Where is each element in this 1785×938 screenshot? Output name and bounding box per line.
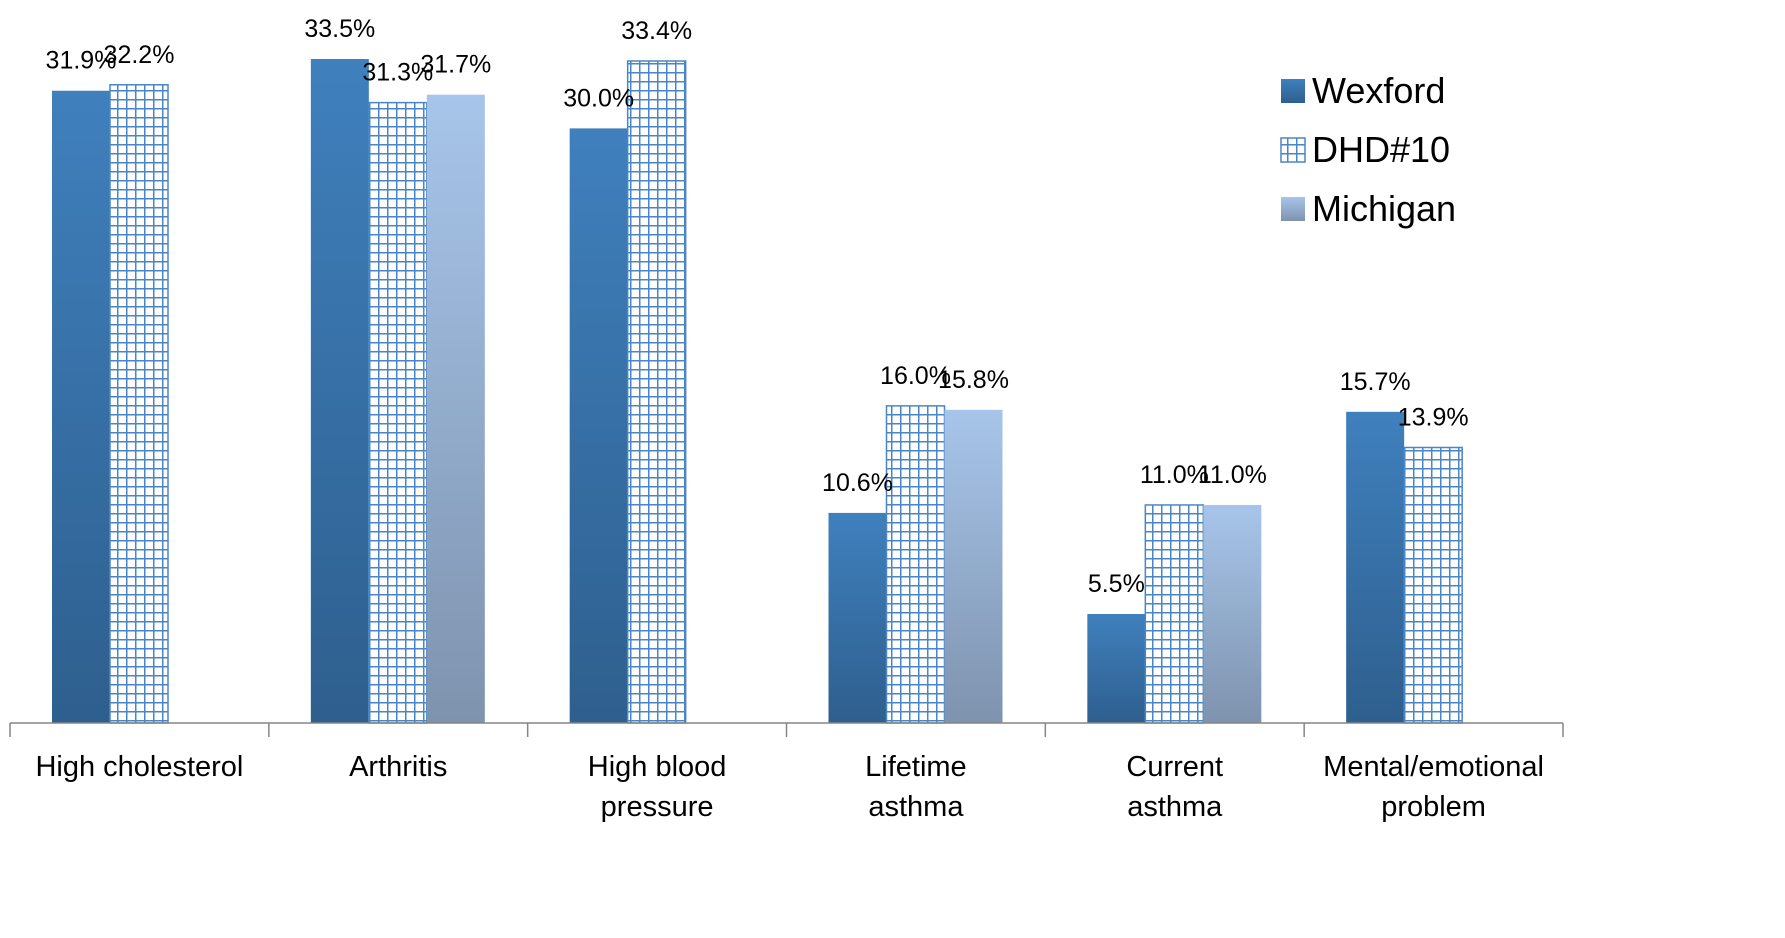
bar	[828, 512, 887, 723]
bar	[1203, 504, 1262, 723]
legend-swatch	[1281, 197, 1305, 221]
value-labels-group: 31.9%32.2% 33.5% 31.3%31.7% 30.0% 33.4% 10.6%…	[46, 15, 1469, 598]
bar	[426, 94, 485, 723]
bar	[1144, 504, 1205, 724]
data-label: 31.7%	[420, 51, 491, 79]
bar	[1403, 446, 1463, 724]
data-label: 5.5%	[1088, 570, 1145, 598]
data-label: 16.0%	[880, 362, 951, 390]
data-label: 31.9%	[46, 47, 117, 75]
data-label: 33.5%	[304, 15, 375, 43]
bar	[52, 90, 110, 723]
data-label: 10.6%	[822, 469, 893, 497]
category-label: Current asthma	[1126, 751, 1223, 823]
category-label: Arthritis	[349, 751, 447, 783]
data-label: 32.2%	[104, 41, 175, 69]
bars-group	[52, 59, 1463, 724]
legend-label: Wexford	[1312, 70, 1445, 111]
data-label: 33.4%	[621, 17, 692, 45]
bar	[885, 405, 946, 724]
legend-label: Michigan	[1312, 188, 1456, 229]
legend-swatch	[1280, 137, 1306, 163]
bar	[1346, 411, 1405, 723]
data-label: 13.9%	[1398, 403, 1469, 431]
bar	[1087, 613, 1146, 723]
legend: Wexford DHD#10 Michigan	[1280, 70, 1456, 229]
bar	[626, 60, 687, 724]
bar	[569, 128, 628, 723]
data-label: 31.3%	[362, 59, 433, 87]
bar	[368, 101, 428, 724]
data-label: 30.0%	[563, 84, 634, 112]
legend-swatch	[1281, 79, 1305, 103]
data-label: 15.7%	[1340, 368, 1411, 396]
bar	[109, 84, 169, 724]
legend-label: DHD#10	[1312, 129, 1450, 170]
data-label: 15.8%	[938, 366, 1009, 394]
category-label: Mental/emotional problem	[1323, 751, 1544, 823]
category-label: Lifetime asthma	[865, 751, 967, 823]
bar	[310, 59, 369, 724]
category-labels-group: High cholesterol Arthritis High blood press…	[35, 751, 1544, 823]
category-label: High cholesterol	[35, 751, 243, 783]
bar	[944, 409, 1003, 723]
data-label: 11.0%	[1198, 461, 1267, 489]
data-label: 11.0%	[1140, 461, 1209, 489]
category-label: High blood pressure	[588, 751, 727, 823]
x-axis	[9, 722, 1564, 737]
